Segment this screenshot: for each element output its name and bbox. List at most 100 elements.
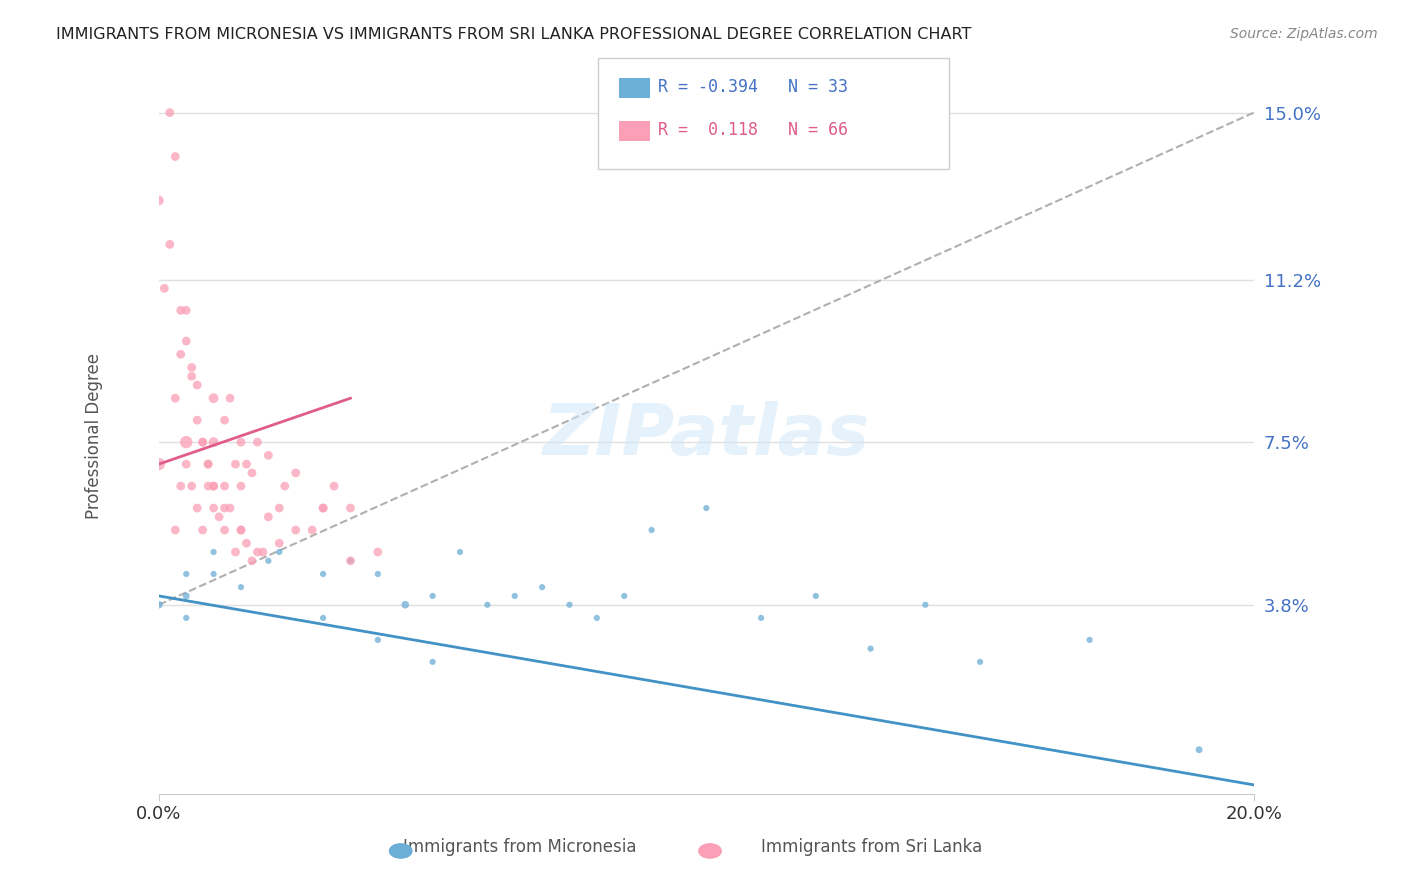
Point (312, 501, 335, 516)
Point (170, 347, 193, 361)
Point (202, 566, 225, 581)
Point (339, 501, 361, 516)
Point (197, 479, 219, 493)
Text: Immigrants from Sri Lanka: Immigrants from Sri Lanka (761, 838, 983, 856)
Point (269, 545, 291, 559)
Point (394, 598, 416, 612)
Point (749, 611, 772, 625)
Point (367, 632, 389, 647)
Point (257, 554, 280, 568)
Point (174, 566, 197, 581)
Point (586, 611, 609, 625)
Point (859, 641, 882, 656)
Point (180, 479, 202, 493)
Point (159, 237, 181, 252)
Point (531, 580, 554, 594)
Point (214, 479, 236, 493)
Point (214, 501, 236, 516)
Point (202, 501, 225, 516)
Point (186, 501, 208, 516)
Point (148, 194, 170, 208)
Point (284, 466, 307, 480)
Point (1188, 743, 1211, 757)
Point (229, 523, 252, 537)
Point (257, 509, 280, 524)
Point (312, 501, 335, 516)
Point (269, 501, 291, 516)
Point (235, 536, 257, 550)
Point (148, 457, 170, 471)
Point (269, 536, 291, 550)
Point (229, 523, 252, 537)
Point (229, 479, 252, 493)
Point (208, 509, 231, 524)
Point (153, 281, 176, 295)
Point (159, 105, 181, 120)
Point (174, 589, 197, 603)
Point (225, 457, 247, 471)
Point (165, 149, 187, 163)
Point (197, 457, 219, 471)
Point (240, 466, 263, 480)
Point (225, 545, 247, 559)
Point (202, 391, 225, 405)
Point (301, 523, 323, 537)
Point (229, 435, 252, 450)
Point (202, 545, 225, 559)
Point (240, 554, 263, 568)
Point (274, 479, 297, 493)
Point (214, 523, 236, 537)
Point (174, 303, 197, 318)
Point (367, 566, 389, 581)
Point (246, 545, 269, 559)
Point (174, 457, 197, 471)
Text: R = -0.394   N = 33: R = -0.394 N = 33 (658, 78, 848, 96)
Point (202, 479, 225, 493)
Point (640, 523, 662, 537)
Point (197, 457, 219, 471)
Point (422, 655, 444, 669)
Point (174, 334, 197, 348)
Point (695, 501, 717, 516)
Point (235, 457, 257, 471)
Point (165, 523, 187, 537)
Point (246, 435, 269, 450)
Point (503, 589, 526, 603)
Point (186, 378, 208, 392)
Point (449, 545, 471, 559)
Text: IMMIGRANTS FROM MICRONESIA VS IMMIGRANTS FROM SRI LANKA PROFESSIONAL DEGREE CORR: IMMIGRANTS FROM MICRONESIA VS IMMIGRANTS… (56, 27, 972, 42)
Point (914, 598, 936, 612)
Point (339, 554, 361, 568)
Point (477, 598, 499, 612)
Point (1078, 632, 1101, 647)
Point (170, 303, 193, 318)
Point (214, 413, 236, 427)
Point (174, 611, 197, 625)
Point (148, 598, 170, 612)
Point (219, 501, 242, 516)
Point (202, 435, 225, 450)
Point (191, 523, 214, 537)
Point (969, 655, 991, 669)
Y-axis label: Professional Degree: Professional Degree (86, 352, 103, 518)
Text: Source: ZipAtlas.com: Source: ZipAtlas.com (1230, 27, 1378, 41)
Point (170, 479, 193, 493)
Point (367, 545, 389, 559)
Point (191, 435, 214, 450)
Text: ZIPatlas: ZIPatlas (543, 401, 870, 470)
Point (339, 554, 361, 568)
Point (257, 448, 280, 462)
Text: R =  0.118   N = 66: R = 0.118 N = 66 (658, 121, 848, 139)
Point (180, 369, 202, 384)
Point (613, 589, 636, 603)
Point (323, 479, 346, 493)
Point (174, 435, 197, 450)
Point (558, 598, 581, 612)
Point (804, 589, 827, 603)
Point (284, 523, 307, 537)
Point (191, 435, 214, 450)
Point (422, 589, 444, 603)
Point (312, 611, 335, 625)
Point (229, 580, 252, 594)
Point (186, 413, 208, 427)
